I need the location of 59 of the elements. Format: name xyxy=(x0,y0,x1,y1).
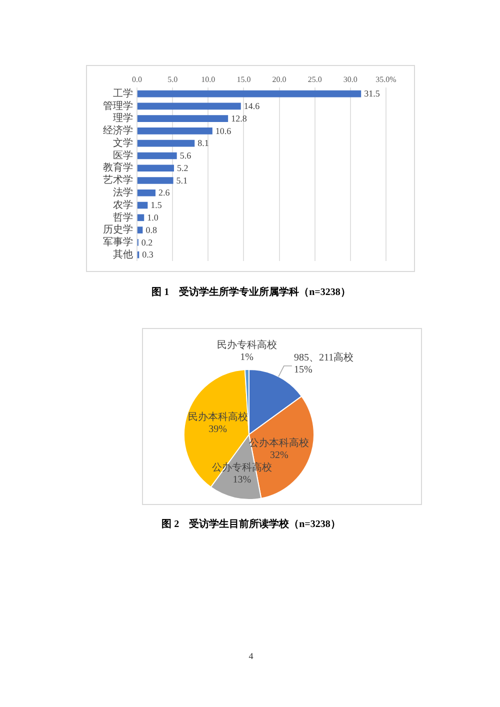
y-tick-label: 医学 xyxy=(113,149,133,162)
y-tick-label: 哲学 xyxy=(113,211,133,224)
data-label: 14.6 xyxy=(244,101,260,112)
bar xyxy=(137,202,148,209)
y-tick-label: 文学 xyxy=(113,136,133,149)
bar xyxy=(137,128,212,134)
data-label: 1% xyxy=(240,352,254,364)
y-tick-label: 管理学 xyxy=(103,100,133,112)
bar xyxy=(137,102,241,110)
y-tick-label: 艺术学 xyxy=(103,174,133,186)
x-tick-label: 5.0 xyxy=(168,74,178,84)
y-tick-label: 工学 xyxy=(113,87,133,100)
bar xyxy=(137,164,174,172)
y-tick-label: 其他 xyxy=(113,248,133,260)
data-label: 0.2 xyxy=(141,237,153,248)
bar xyxy=(137,152,177,160)
y-tick-label: 农学 xyxy=(113,198,133,211)
y-tick-label: 经济学 xyxy=(103,124,133,137)
data-label: 1.0 xyxy=(147,212,159,223)
bar xyxy=(137,115,228,122)
x-tick-label: 35.0% xyxy=(376,74,397,84)
x-tick-label: 15.0 xyxy=(236,74,251,84)
y-tick-label: 理学 xyxy=(113,112,133,124)
bar xyxy=(137,177,174,184)
slice-label: 民办专科高校 xyxy=(216,339,277,352)
text: 图 2 受访学生目前所读学校（n=3238） xyxy=(160,519,342,531)
data-label: 5.6 xyxy=(180,150,192,161)
bar xyxy=(137,90,362,98)
bar xyxy=(137,226,143,234)
data-label: 39% xyxy=(208,424,227,435)
data-label: 2.6 xyxy=(158,188,170,198)
slice-label: 民办本科高校 xyxy=(188,410,248,423)
data-label: 10.6 xyxy=(215,126,232,136)
data-label: 0.8 xyxy=(146,224,158,235)
x-tick-label: 25.0 xyxy=(308,74,322,84)
x-tick-label: 30.0 xyxy=(343,74,358,84)
data-label: 0.3 xyxy=(142,250,154,260)
data-label: 8.1 xyxy=(198,138,209,148)
slice-label: 985、211高校 xyxy=(294,352,354,364)
bar xyxy=(137,214,144,222)
data-label: 13% xyxy=(232,474,252,486)
data-label: 5.1 xyxy=(176,175,188,186)
data-label: 1.5 xyxy=(150,200,162,210)
x-tick-label: 10.0 xyxy=(201,74,216,84)
y-tick-label: 历史学 xyxy=(103,224,133,236)
bar xyxy=(137,140,195,147)
data-label: 32% xyxy=(270,450,288,461)
x-tick-label: 20.0 xyxy=(272,74,286,84)
text: 图 1 受访学生所学专业所属学科（n=3238） xyxy=(150,287,352,299)
text: 4 xyxy=(248,651,254,662)
bar xyxy=(137,189,156,196)
data-label: 12.8 xyxy=(231,113,248,124)
y-tick-label: 军事学 xyxy=(103,236,133,248)
x-tick-label: 0.0 xyxy=(132,74,142,84)
data-label: 5.2 xyxy=(176,162,188,173)
data-label: 15% xyxy=(294,364,312,376)
y-tick-label: 法学 xyxy=(113,186,133,199)
data-label: 31.5 xyxy=(364,88,380,99)
y-tick-label: 教育学 xyxy=(103,162,133,174)
